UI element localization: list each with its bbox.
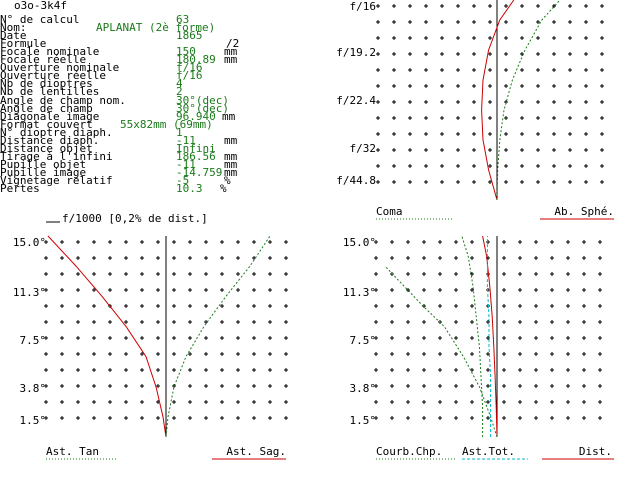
- param-label: Focale nominale: [0, 45, 100, 58]
- param-value: 30°(dec): [176, 94, 229, 107]
- y-tick-label: 15.0°: [13, 236, 46, 249]
- param-value: 180.89: [176, 53, 216, 66]
- param-label: Distance diaph.: [0, 134, 100, 147]
- param-value: 2: [176, 85, 183, 98]
- param-unit: mm: [224, 150, 238, 163]
- y-tick-label: 11.3°: [343, 286, 376, 299]
- param-value: 63: [176, 13, 190, 26]
- param-value: 55x82mm (69mm): [120, 118, 213, 131]
- series-line: [384, 265, 498, 438]
- param-unit: %: [220, 182, 227, 195]
- y-tick-label: 7.5°: [350, 334, 377, 347]
- y-tick-label: f/19.2: [336, 46, 376, 59]
- param-label: Focale réelle: [0, 53, 87, 66]
- param-label: Pupille image: [0, 166, 87, 179]
- param-value: f/16: [176, 61, 203, 74]
- param-value: 4: [176, 77, 183, 90]
- window-title: o3o-3k4f: [14, 0, 67, 12]
- param-label: Ouverture réelle: [0, 69, 106, 82]
- param-value: 96.940: [176, 110, 216, 123]
- param-label: Angle de champ: [0, 102, 93, 115]
- param-label: Diagonale image: [0, 110, 100, 123]
- scale-note: f/1000 [0,2% de dist.]: [62, 212, 208, 225]
- y-tick-label: f/32: [350, 142, 377, 155]
- param-label: Angle de champ nom.: [0, 94, 126, 107]
- param-unit: mm: [224, 134, 238, 147]
- param-value: 1865: [176, 29, 203, 42]
- y-tick-label: f/16: [350, 0, 377, 13]
- legend-label: Ast.Tot.: [462, 445, 515, 458]
- series-line: [461, 235, 484, 437]
- param-label: Formule: [0, 37, 47, 50]
- param-value: -5: [176, 174, 190, 187]
- param-value: 186.56: [176, 150, 216, 163]
- param-label: Nb de dioptres: [0, 77, 93, 90]
- param-value: 30°(dec): [176, 102, 229, 115]
- param-value: /2: [226, 37, 240, 50]
- param-unit: %: [224, 174, 231, 187]
- legend-label: Ast. Tan: [46, 445, 99, 458]
- y-tick-label: 7.5°: [20, 334, 47, 347]
- legend-label: Dist.: [579, 445, 612, 458]
- series-line: [496, 0, 561, 201]
- param-value: APLANAT (2è forme): [96, 21, 216, 34]
- y-tick-label: f/22.4: [336, 94, 376, 107]
- param-unit: mm: [222, 110, 236, 123]
- y-tick-label: 1.5°: [350, 414, 377, 427]
- param-label: N° dioptre diaph.: [0, 126, 113, 139]
- y-tick-label: f/44.8: [336, 174, 376, 187]
- y-tick-label: 3.8°: [350, 382, 377, 395]
- y-tick-label: 15.0°: [343, 236, 376, 249]
- param-value: -14.759: [176, 166, 223, 179]
- param-label: Distance objet: [0, 142, 93, 155]
- series-line: [481, 0, 515, 201]
- param-value: 10.3: [176, 182, 203, 195]
- param-value: -11: [176, 158, 196, 171]
- param-label: Ouverture nominale: [0, 61, 120, 74]
- series-line: [165, 235, 271, 438]
- param-value: 150: [176, 45, 196, 58]
- param-unit: mm: [224, 166, 238, 179]
- series-line: [47, 235, 167, 438]
- param-label: Tirage à l'infini: [0, 150, 113, 163]
- legend-label: Ast. Sag.: [226, 445, 286, 458]
- param-label: Date: [0, 29, 27, 42]
- param-label: Nom:: [0, 21, 27, 34]
- param-label: Pupille objet: [0, 158, 87, 171]
- legend-label: Coma: [376, 205, 403, 218]
- param-value: f/16: [176, 69, 203, 82]
- param-unit: mm: [224, 45, 238, 58]
- y-tick-label: 3.8°: [20, 382, 47, 395]
- param-label: Nb de lentilles: [0, 85, 100, 98]
- legend-label: Ab. Sphé.: [554, 205, 614, 218]
- param-label: Vignetage relatif: [0, 174, 113, 187]
- param-unit: mm: [224, 53, 238, 66]
- param-label: N° de calcul: [0, 13, 80, 26]
- y-tick-label: 1.5°: [20, 414, 47, 427]
- param-label: Format couvert: [0, 118, 93, 131]
- param-value: Infini: [176, 142, 216, 155]
- param-value: -11: [176, 134, 196, 147]
- y-tick-label: 11.3°: [13, 286, 46, 299]
- series-line: [482, 235, 498, 438]
- series-line: [486, 236, 492, 437]
- param-value: 1: [176, 126, 183, 139]
- legend-label: Courb.Chp.: [376, 445, 442, 458]
- param-label: Pertes: [0, 182, 40, 195]
- param-unit: mm: [224, 158, 238, 171]
